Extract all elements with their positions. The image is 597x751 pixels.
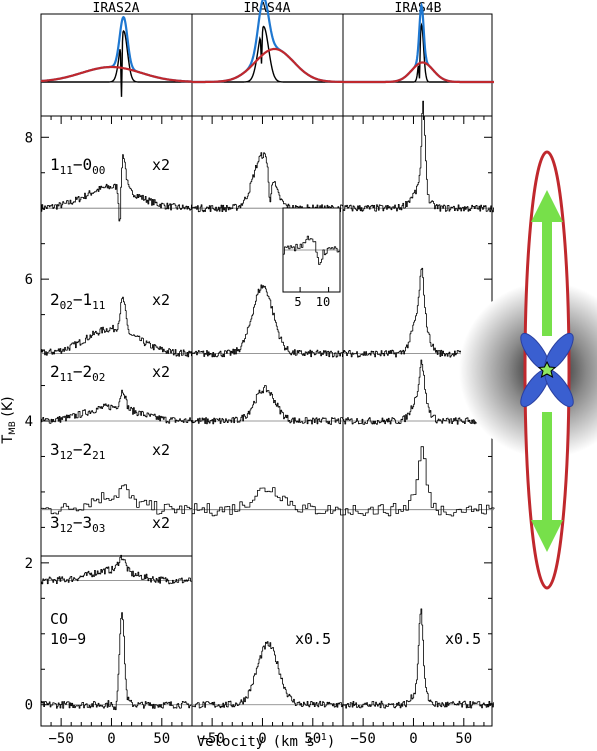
x-tick-label: 0 <box>409 731 417 747</box>
spectrum-6 <box>192 152 343 213</box>
inset-trace <box>283 235 341 265</box>
mult-label-4: x2 <box>152 441 170 459</box>
spectrum-8 <box>192 385 343 425</box>
spectrum-0 <box>41 154 192 222</box>
observed-spectra <box>41 100 495 711</box>
y-tick-label: 6 <box>25 272 33 288</box>
mult-label-5: x2 <box>152 514 170 532</box>
x-tick-label: 50 <box>455 731 472 747</box>
label-transition-5: 312−303 <box>50 513 105 535</box>
y-tick-label: 2 <box>25 556 33 572</box>
model-absorption-1 <box>192 25 343 83</box>
model-curves <box>40 0 494 97</box>
x-tick-label: −50 <box>350 731 375 747</box>
y-axis-label: TMB (K) <box>0 396 18 444</box>
spectrum-7 <box>192 284 343 358</box>
inset-tick-label-10: 10 <box>316 295 330 309</box>
co-mult-iras4b: x0.5 <box>445 630 481 648</box>
model-broad-2 <box>343 61 494 84</box>
spectrum-15 <box>343 608 494 709</box>
spectrum-4 <box>41 554 192 585</box>
spectrum-1 <box>41 296 192 358</box>
outflow-cartoon <box>459 150 597 590</box>
axis-ticks: −50 0 50 −50 0 50 −50 0 50 0 2 4 6 8 <box>25 116 492 747</box>
y-tick-label: 4 <box>25 414 33 430</box>
outflow-arrow-up <box>531 190 563 336</box>
spectrum-3 <box>41 484 193 515</box>
spectrum-5 <box>41 612 192 711</box>
inset-spectrum <box>283 235 341 292</box>
label-transition-4: 312−221 <box>50 440 105 462</box>
column-title-iras4b: IRAS4B <box>395 1 442 16</box>
mult-label-2: x2 <box>152 291 170 309</box>
y-tick-label: 0 <box>25 698 33 714</box>
spectrum-14 <box>343 446 495 517</box>
disk-lobes <box>520 332 574 408</box>
model-absorption-0 <box>41 29 192 97</box>
x-tick-label: 0 <box>258 731 266 747</box>
mult-label-3: x2 <box>152 363 170 381</box>
x-tick-label: 50 <box>153 731 170 747</box>
x-tick-label: 0 <box>107 731 115 747</box>
inset-tick-label-5: 5 <box>294 295 301 309</box>
column-title-iras2a: IRAS2A <box>93 1 140 16</box>
x-tick-label: −50 <box>199 731 224 747</box>
spectrum-10 <box>192 641 343 709</box>
x-tick-label: −50 <box>48 731 73 747</box>
x-axis-label: Velocity (km s-1) <box>197 732 336 750</box>
co-label: CO <box>50 610 68 628</box>
spectrum-13 <box>343 359 494 425</box>
mult-label-1: x2 <box>152 156 170 174</box>
label-transition-2: 202−111 <box>50 290 105 312</box>
outflow-arrow-down <box>531 412 563 552</box>
spectrum-11 <box>343 100 494 213</box>
model-broad-0 <box>40 65 192 83</box>
spectrum-9 <box>192 487 344 517</box>
x-tick-label: 50 <box>304 731 321 747</box>
co-mult-iras4a: x0.5 <box>295 630 331 648</box>
label-transition-1: 111−000 <box>50 155 105 177</box>
model-broad-1 <box>192 47 343 84</box>
spectrum-2 <box>41 389 192 424</box>
co-transition-label: 10−9 <box>50 630 86 648</box>
y-tick-label: 8 <box>25 130 33 146</box>
label-transition-3: 211−202 <box>50 362 105 384</box>
protostar-icon <box>537 360 557 378</box>
